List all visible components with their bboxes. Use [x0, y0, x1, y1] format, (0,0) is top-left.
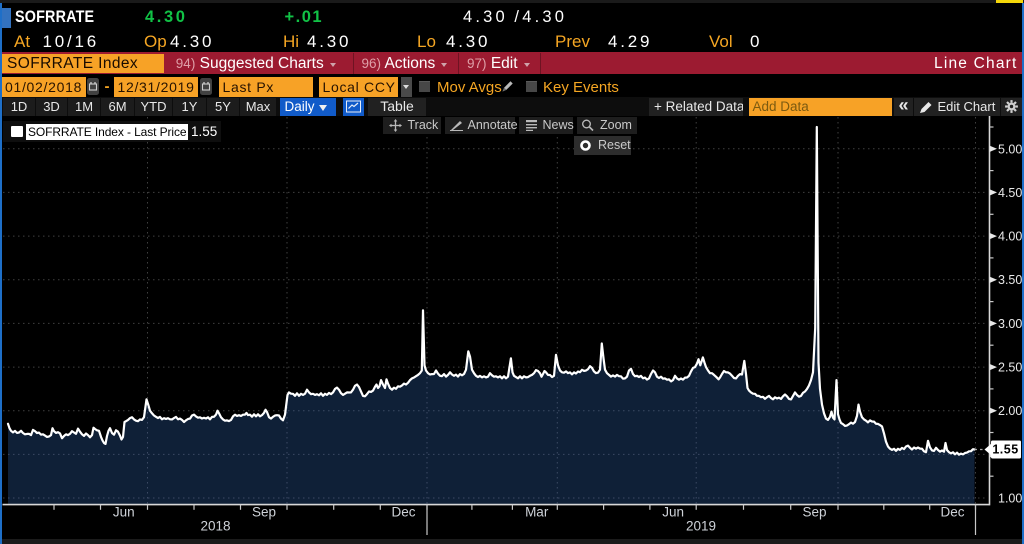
svg-text:Sep: Sep: [252, 505, 276, 520]
svg-text:2.00: 2.00: [998, 404, 1022, 418]
svg-text:4.50: 4.50: [998, 186, 1022, 200]
svg-text:4.00: 4.00: [998, 230, 1022, 244]
svg-text:Jun: Jun: [662, 505, 684, 520]
svg-text:Dec: Dec: [940, 505, 964, 520]
svg-text:Mar: Mar: [525, 505, 549, 520]
svg-text:2018: 2018: [200, 519, 230, 534]
svg-text:3.00: 3.00: [998, 317, 1022, 331]
svg-text:5.00: 5.00: [998, 142, 1022, 156]
svg-text:2019: 2019: [686, 519, 716, 534]
svg-text:1.55: 1.55: [992, 443, 1018, 457]
svg-text:3.50: 3.50: [998, 273, 1022, 287]
svg-text:1.00: 1.00: [998, 492, 1022, 506]
svg-text:Jun: Jun: [113, 505, 135, 520]
svg-text:Sep: Sep: [802, 505, 826, 520]
svg-text:2.50: 2.50: [998, 361, 1022, 375]
svg-text:Dec: Dec: [391, 505, 415, 520]
